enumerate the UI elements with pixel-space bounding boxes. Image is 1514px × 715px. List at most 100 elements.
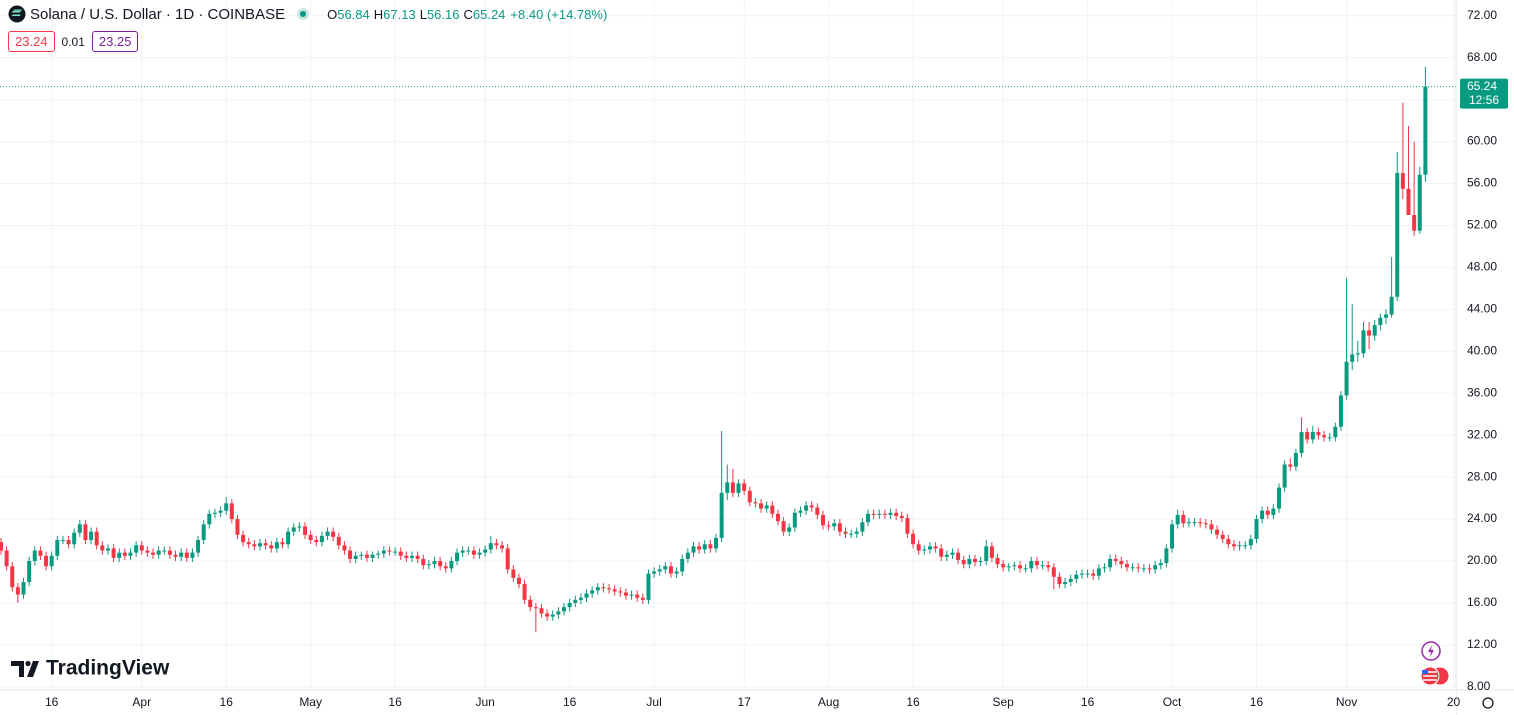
candle-body <box>1096 568 1101 576</box>
candle-body <box>944 554 949 557</box>
candle-body <box>719 492 724 538</box>
candle-body <box>511 569 516 578</box>
x-tick-label: 16 <box>1250 695 1264 709</box>
candle-body <box>21 581 26 595</box>
candle-body <box>483 549 488 553</box>
candle-body <box>364 554 369 558</box>
logo-mark <box>11 661 24 677</box>
candle-body <box>359 554 364 556</box>
logo-mark <box>25 660 31 667</box>
candle-body <box>1192 522 1197 524</box>
candle-body <box>584 593 589 598</box>
y-tick-label: 40.00 <box>1467 343 1497 357</box>
candle-body <box>1006 566 1011 568</box>
x-tick-label: Nov <box>1336 695 1357 709</box>
candle-body <box>894 512 899 516</box>
spread: 0.01 <box>61 34 85 49</box>
candle-body <box>286 531 291 545</box>
candle-body <box>1344 361 1349 396</box>
candle-body <box>314 540 319 543</box>
candle-body <box>156 550 161 555</box>
candle-body <box>1367 330 1372 336</box>
price-label-box <box>1460 78 1508 109</box>
buy-price[interactable]: 23.25 <box>91 31 139 52</box>
candle-body <box>72 532 77 545</box>
candle-body <box>505 548 510 570</box>
candle-body <box>488 543 493 550</box>
candle-body <box>257 543 262 547</box>
y-tick-label: 32.00 <box>1467 427 1497 441</box>
grid <box>0 0 1456 690</box>
candle-body <box>55 540 60 556</box>
x-tick-label: 16 <box>563 695 577 709</box>
candle-body <box>1001 564 1006 568</box>
symbol-title[interactable]: Solana / U.S. Dollar · 1D · COINBASE <box>30 5 286 23</box>
candle-body <box>291 527 296 532</box>
candle-body <box>303 526 308 535</box>
candle-body <box>173 554 178 557</box>
x-tick-label: 16 <box>388 695 402 709</box>
candle-body <box>730 482 735 493</box>
candle-body <box>1057 576 1062 585</box>
candle-body <box>742 483 747 491</box>
ohlc-value: 67.13 <box>383 6 416 22</box>
candle-body <box>89 531 94 541</box>
candle-body <box>516 577 521 585</box>
candle-body <box>590 590 595 594</box>
candle-body <box>832 523 837 527</box>
candle-body <box>370 554 375 558</box>
candle-body <box>1074 574 1079 579</box>
candle-body <box>179 552 184 557</box>
candle-body <box>1108 558 1113 568</box>
candle-body <box>1260 510 1265 520</box>
candle-body <box>1231 544 1236 547</box>
candle-body <box>871 513 876 515</box>
candle-body <box>663 566 668 570</box>
candle-body <box>319 535 324 543</box>
candle-body <box>1248 538 1253 546</box>
candle-body <box>105 548 110 551</box>
candle-body <box>1265 510 1270 515</box>
candle-body <box>708 544 713 549</box>
sell-price[interactable]: 23.24 <box>8 31 55 52</box>
candle-body <box>646 573 651 600</box>
candle-body <box>1158 563 1163 566</box>
candle-body <box>455 552 460 562</box>
candle-body <box>1389 296 1394 315</box>
candle-body <box>77 524 82 533</box>
candle-body <box>787 527 792 532</box>
candle-body <box>398 551 403 556</box>
market-status[interactable] <box>297 8 310 20</box>
y-tick-label: 44.00 <box>1467 302 1497 316</box>
candle-body <box>348 550 353 559</box>
candle-body <box>1147 568 1152 570</box>
candle-body <box>308 534 313 541</box>
candle-body <box>1209 524 1214 530</box>
x-tick-label: 16 <box>45 695 59 709</box>
y-tick-label: 28.00 <box>1467 469 1497 483</box>
indicators <box>1420 641 1450 686</box>
candle-body <box>421 558 426 566</box>
candle-body <box>336 536 341 546</box>
ohlc-label: H <box>373 6 384 22</box>
candle-body <box>759 503 764 509</box>
ohlc-label: O <box>327 6 338 22</box>
candle-body <box>781 521 786 532</box>
candle-body <box>573 599 578 603</box>
candle-body <box>376 553 381 555</box>
settings-icon[interactable] <box>1482 697 1494 709</box>
candle-body <box>151 552 156 555</box>
candle-body <box>1034 561 1039 566</box>
y-tick-label: 36.00 <box>1467 385 1497 399</box>
gear[interactable] <box>1482 697 1494 709</box>
ohlc-label: C <box>463 6 473 22</box>
candle-body <box>1046 565 1051 568</box>
price-axis <box>1456 0 1514 715</box>
candle-body <box>556 611 561 615</box>
y-tick-label: 68.00 <box>1467 50 1497 64</box>
candle-body <box>1417 174 1422 231</box>
symbol-logo <box>8 5 26 23</box>
ohlc-label: L <box>419 6 427 22</box>
candle-body <box>263 543 268 546</box>
